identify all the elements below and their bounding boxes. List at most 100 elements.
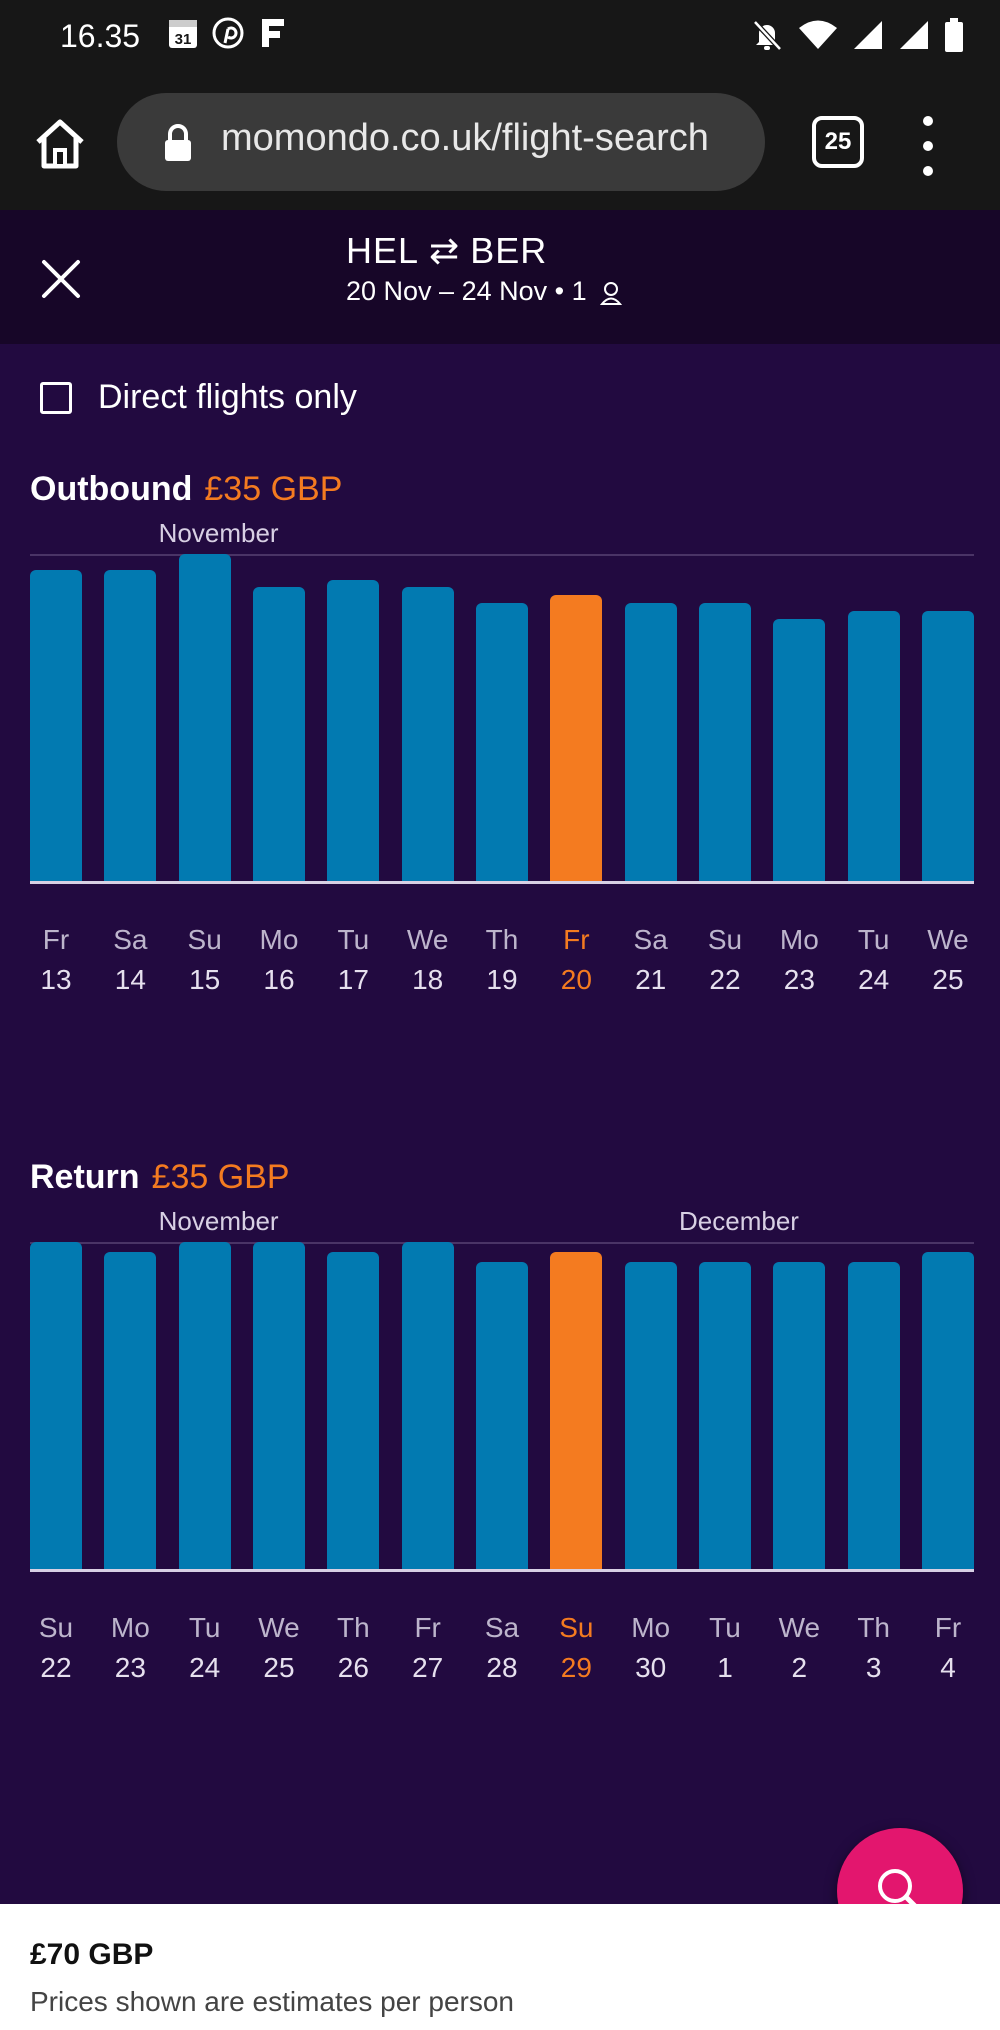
day-number: 2 — [791, 1652, 808, 1683]
outbound-date-label[interactable]: Mo 23 — [769, 924, 829, 996]
battery-icon — [945, 18, 963, 52]
day-of-week: Sa — [113, 924, 148, 955]
return-date-label[interactable]: Tu 1 — [695, 1612, 755, 1684]
day-number: 27 — [412, 1652, 444, 1683]
outbound-date-label[interactable]: Fr 13 — [26, 924, 86, 996]
outbound-bars — [30, 554, 974, 884]
person-icon — [600, 281, 623, 305]
outbound-bar[interactable] — [922, 611, 974, 881]
tab-switcher-button[interactable]: 25 — [812, 116, 864, 168]
day-of-week: Mo — [259, 924, 299, 955]
day-of-week: Th — [857, 1612, 890, 1643]
return-date-label[interactable]: We 2 — [769, 1612, 829, 1684]
day-of-week: We — [927, 924, 969, 955]
outbound-bar[interactable] — [624, 603, 677, 881]
outbound-date-label[interactable]: Fr 20 — [546, 924, 606, 996]
direct-flights-filter[interactable]: Direct flights only — [40, 378, 357, 417]
return-bar[interactable] — [178, 1242, 231, 1569]
return-date-label[interactable]: Tu 24 — [175, 1612, 235, 1684]
return-bar[interactable] — [327, 1252, 380, 1569]
day-number: 3 — [865, 1652, 882, 1683]
return-date-label[interactable]: Su 22 — [26, 1612, 86, 1684]
return-bar[interactable] — [30, 1242, 82, 1569]
return-date-label[interactable]: Th 26 — [323, 1612, 383, 1684]
outbound-date-label[interactable]: We 18 — [398, 924, 458, 996]
day-number: 26 — [337, 1652, 369, 1683]
return-bar-selected[interactable] — [550, 1252, 603, 1569]
day-number: 24 — [189, 1652, 221, 1683]
outbound-date-label[interactable]: Su 15 — [175, 924, 235, 996]
outbound-date-label[interactable]: Tu 24 — [844, 924, 904, 996]
outbound-date-label[interactable]: Mo 16 — [249, 924, 309, 996]
calendar-day: 31 — [175, 31, 192, 48]
return-date-label[interactable]: Sa 28 — [472, 1612, 532, 1684]
pinterest-icon — [212, 17, 244, 49]
outbound-bar[interactable] — [178, 554, 231, 881]
return-bar[interactable] — [922, 1252, 974, 1569]
outbound-bar[interactable] — [699, 603, 751, 881]
browser-menu-icon[interactable] — [922, 116, 934, 176]
day-of-week: Sa — [484, 1612, 520, 1643]
return-date-label[interactable]: Mo 30 — [621, 1612, 681, 1684]
outbound-label: Outbound — [30, 470, 193, 508]
direct-flights-checkbox[interactable] — [40, 381, 72, 414]
outbound-bar[interactable] — [401, 587, 454, 881]
outbound-bar[interactable] — [30, 570, 82, 881]
outbound-bar[interactable] — [773, 619, 826, 881]
return-bar[interactable] — [401, 1242, 454, 1569]
day-number: 23 — [783, 964, 815, 995]
url-text: momondo.co.uk/flight-search — [221, 117, 709, 159]
return-bar[interactable] — [773, 1262, 826, 1569]
outbound-date-label[interactable]: We 25 — [918, 924, 978, 996]
day-of-week: Fr — [563, 924, 590, 955]
day-of-week: Su — [707, 924, 743, 955]
outbound-bar[interactable] — [327, 580, 380, 881]
outbound-date-label[interactable]: Tu 17 — [323, 924, 383, 996]
day-number: 20 — [560, 964, 592, 995]
origin-code: HEL — [346, 230, 420, 271]
day-of-week: Th — [336, 1612, 370, 1643]
return-bar[interactable] — [699, 1262, 751, 1569]
day-number: 19 — [486, 964, 518, 995]
return-date-label[interactable]: Mo 23 — [100, 1612, 160, 1684]
signal-icon-2 — [900, 21, 928, 49]
return-bar[interactable] — [253, 1242, 305, 1569]
home-icon[interactable] — [30, 114, 90, 174]
route-title: HEL ⇄ BER — [346, 230, 547, 272]
day-of-week: Th — [485, 924, 519, 955]
day-number: 15 — [189, 964, 221, 995]
outbound-price: £35 GBP — [204, 470, 343, 508]
day-number: 28 — [486, 1652, 518, 1683]
address-bar[interactable]: momondo.co.uk/flight-search — [117, 93, 765, 191]
signal-icon — [854, 21, 882, 49]
day-number: 13 — [40, 964, 72, 995]
calendar-icon: 31 — [169, 20, 197, 48]
outbound-date-label[interactable]: Su 22 — [695, 924, 755, 996]
outbound-bar[interactable] — [253, 587, 305, 881]
wifi-icon — [799, 20, 837, 49]
return-bar[interactable] — [624, 1262, 677, 1569]
outbound-bar[interactable] — [104, 570, 157, 881]
notifications-off-icon — [753, 20, 782, 51]
return-bar[interactable] — [476, 1262, 528, 1569]
day-number: 18 — [412, 964, 444, 995]
outbound-date-label[interactable]: Sa 21 — [621, 924, 681, 996]
return-date-label[interactable]: We 25 — [249, 1612, 309, 1684]
total-price: £70 GBP — [30, 1938, 154, 1971]
return-date-label[interactable]: Su 29 — [546, 1612, 606, 1684]
trip-dates: 20 Nov – 24 Nov • 1 — [346, 276, 587, 306]
close-icon[interactable] — [36, 254, 86, 304]
flipboard-icon — [262, 19, 284, 47]
return-date-label[interactable]: Th 3 — [844, 1612, 904, 1684]
return-bar[interactable] — [104, 1252, 157, 1569]
return-bar[interactable] — [847, 1262, 900, 1569]
day-of-week: We — [406, 924, 449, 955]
return-date-label[interactable]: Fr 4 — [918, 1612, 978, 1684]
outbound-bar[interactable] — [476, 603, 528, 881]
day-of-week: We — [778, 1612, 821, 1643]
outbound-bar[interactable] — [847, 611, 900, 881]
outbound-date-label[interactable]: Sa 14 — [100, 924, 160, 996]
outbound-bar-selected[interactable] — [550, 595, 603, 881]
outbound-date-label[interactable]: Th 19 — [472, 924, 532, 996]
return-date-label[interactable]: Fr 27 — [398, 1612, 458, 1684]
